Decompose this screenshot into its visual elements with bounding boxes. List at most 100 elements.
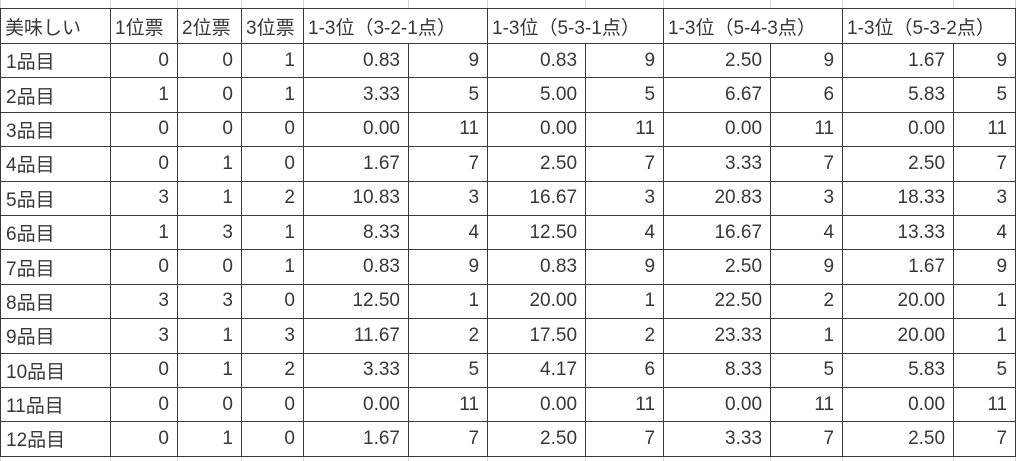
value-cell[interactable]: 10.83 [303, 180, 409, 216]
value-cell[interactable]: 20.83 [663, 180, 772, 216]
value-cell[interactable]: 17.50 [487, 318, 587, 354]
column-header-cell[interactable]: 3位票 [241, 8, 304, 44]
value-cell[interactable]: 0.00 [487, 111, 587, 148]
value-cell[interactable]: 7 [953, 146, 1017, 182]
value-cell[interactable]: 5.83 [842, 352, 955, 388]
value-cell[interactable]: 20.00 [487, 283, 587, 320]
value-cell[interactable]: 0 [241, 283, 304, 320]
value-cell[interactable]: 0.83 [487, 42, 587, 79]
value-cell[interactable]: 20.00 [842, 283, 955, 320]
value-cell[interactable]: 3.33 [303, 77, 409, 113]
value-cell[interactable]: 0 [241, 386, 304, 423]
row-label-cell[interactable]: 9品目 [0, 318, 111, 354]
value-cell[interactable]: 9 [407, 42, 489, 79]
value-cell[interactable]: 0 [177, 249, 242, 285]
value-cell[interactable]: 16.67 [663, 214, 772, 251]
row-label-cell[interactable]: 5品目 [0, 180, 111, 216]
value-cell[interactable]: 0 [177, 386, 242, 423]
value-cell[interactable]: 0.00 [303, 111, 409, 148]
value-cell[interactable]: 18.33 [842, 180, 955, 216]
value-cell[interactable]: 4 [953, 214, 1017, 251]
value-cell[interactable]: 7 [407, 421, 489, 457]
value-cell[interactable]: 2.50 [663, 42, 772, 79]
value-cell[interactable]: 11 [953, 111, 1017, 148]
value-cell[interactable]: 1 [953, 283, 1017, 320]
value-cell[interactable]: 16.67 [487, 180, 587, 216]
value-cell[interactable]: 0.83 [487, 249, 587, 285]
value-cell[interactable]: 3 [110, 318, 178, 354]
row-label-cell[interactable]: 7品目 [0, 249, 111, 285]
value-cell[interactable]: 9 [770, 42, 844, 79]
value-cell[interactable]: 1.67 [303, 146, 409, 182]
value-cell[interactable]: 9 [953, 249, 1017, 285]
value-cell[interactable]: 0.83 [303, 42, 409, 79]
value-cell[interactable]: 9 [407, 249, 489, 285]
value-cell[interactable]: 1 [241, 42, 304, 79]
row-label-cell[interactable]: 3品目 [0, 111, 111, 148]
value-cell[interactable]: 8.33 [303, 214, 409, 251]
value-cell[interactable]: 4 [585, 214, 665, 251]
value-cell[interactable]: 3 [110, 180, 178, 216]
value-cell[interactable]: 2.50 [663, 249, 772, 285]
value-cell[interactable]: 4 [407, 214, 489, 251]
value-cell[interactable]: 7 [407, 146, 489, 182]
value-cell[interactable]: 2 [770, 283, 844, 320]
value-cell[interactable]: 0.00 [842, 386, 955, 423]
value-cell[interactable]: 12.50 [487, 214, 587, 251]
value-cell[interactable]: 0 [110, 111, 178, 148]
value-cell[interactable]: 1 [110, 77, 178, 113]
value-cell[interactable]: 1 [177, 180, 242, 216]
value-cell[interactable]: 2 [585, 318, 665, 354]
value-cell[interactable]: 0 [110, 352, 178, 388]
value-cell[interactable]: 11 [585, 386, 665, 423]
value-cell[interactable]: 2 [241, 180, 304, 216]
column-header-cell[interactable]: 1-3位（5-3-2点） [842, 8, 1017, 44]
value-cell[interactable]: 11 [953, 386, 1017, 423]
value-cell[interactable]: 0.00 [663, 111, 772, 148]
value-cell[interactable]: 0 [177, 111, 242, 148]
column-header-cell[interactable]: 2位票 [177, 8, 242, 44]
value-cell[interactable]: 3 [177, 214, 242, 251]
value-cell[interactable]: 9 [585, 42, 665, 79]
value-cell[interactable]: 3 [953, 180, 1017, 216]
value-cell[interactable]: 0 [110, 249, 178, 285]
value-cell[interactable]: 5 [407, 352, 489, 388]
value-cell[interactable]: 3 [585, 180, 665, 216]
value-cell[interactable]: 8.33 [663, 352, 772, 388]
row-label-cell[interactable]: 11品目 [0, 386, 111, 423]
value-cell[interactable]: 9 [585, 249, 665, 285]
value-cell[interactable]: 3 [407, 180, 489, 216]
value-cell[interactable]: 7 [953, 421, 1017, 457]
column-header-cell[interactable]: 1-3位（5-4-3点） [663, 8, 844, 44]
value-cell[interactable]: 7 [770, 146, 844, 182]
value-cell[interactable]: 1 [177, 318, 242, 354]
value-cell[interactable]: 1 [177, 352, 242, 388]
value-cell[interactable]: 1 [110, 214, 178, 251]
value-cell[interactable]: 22.50 [663, 283, 772, 320]
value-cell[interactable]: 2 [407, 318, 489, 354]
value-cell[interactable]: 0 [110, 421, 178, 457]
value-cell[interactable]: 4.17 [487, 352, 587, 388]
value-cell[interactable]: 3.33 [303, 352, 409, 388]
row-label-cell[interactable]: 4品目 [0, 146, 111, 182]
value-cell[interactable]: 1 [177, 421, 242, 457]
value-cell[interactable]: 7 [585, 146, 665, 182]
row-label-cell[interactable]: 12品目 [0, 421, 111, 457]
value-cell[interactable]: 1 [177, 146, 242, 182]
value-cell[interactable]: 5 [953, 352, 1017, 388]
value-cell[interactable]: 6 [585, 352, 665, 388]
value-cell[interactable]: 3.33 [663, 421, 772, 457]
value-cell[interactable]: 11 [585, 111, 665, 148]
column-header-cell[interactable]: 1-3位（5-3-1点） [487, 8, 665, 44]
value-cell[interactable]: 1 [241, 77, 304, 113]
value-cell[interactable]: 13.33 [842, 214, 955, 251]
value-cell[interactable]: 0 [241, 146, 304, 182]
value-cell[interactable]: 2.50 [487, 421, 587, 457]
value-cell[interactable]: 6 [770, 77, 844, 113]
value-cell[interactable]: 0 [110, 386, 178, 423]
row-label-cell[interactable]: 10品目 [0, 352, 111, 388]
value-cell[interactable]: 1.67 [303, 421, 409, 457]
value-cell[interactable]: 0 [110, 42, 178, 79]
value-cell[interactable]: 1 [770, 318, 844, 354]
value-cell[interactable]: 7 [585, 421, 665, 457]
